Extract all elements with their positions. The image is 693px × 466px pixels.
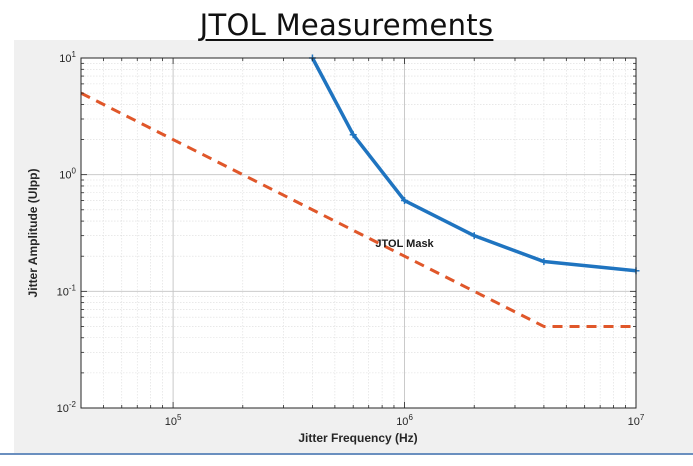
x-tick-label: 106 <box>396 413 413 428</box>
x-tick-label: 107 <box>628 413 645 428</box>
y-tick-label: 10-2 <box>57 400 77 415</box>
x-axis-title: Jitter Frequency (Hz) <box>298 431 417 445</box>
x-tick-label: 105 <box>165 413 182 428</box>
y-tick-label: 100 <box>59 167 76 182</box>
series-layer <box>80 54 640 328</box>
ticks-layer <box>80 58 636 409</box>
annotation-layer: JTOL Mask <box>375 238 434 250</box>
y-tick-label: 10-1 <box>57 283 77 298</box>
y-axis-title: Jitter Amplitude (UIpp) <box>26 169 40 298</box>
measured-line <box>310 57 637 273</box>
minor-grid <box>80 58 636 408</box>
y-tick-label: 101 <box>59 50 76 65</box>
mask-line <box>80 91 636 328</box>
plot-border <box>80 57 637 409</box>
jtol-mask-label: JTOL Mask <box>375 238 434 250</box>
bottom-rule <box>0 453 693 455</box>
chart-title: JTOL Measurements <box>199 8 494 42</box>
labels-layer: 105 106 107 10-2 10-1 100 101 <box>57 50 645 428</box>
